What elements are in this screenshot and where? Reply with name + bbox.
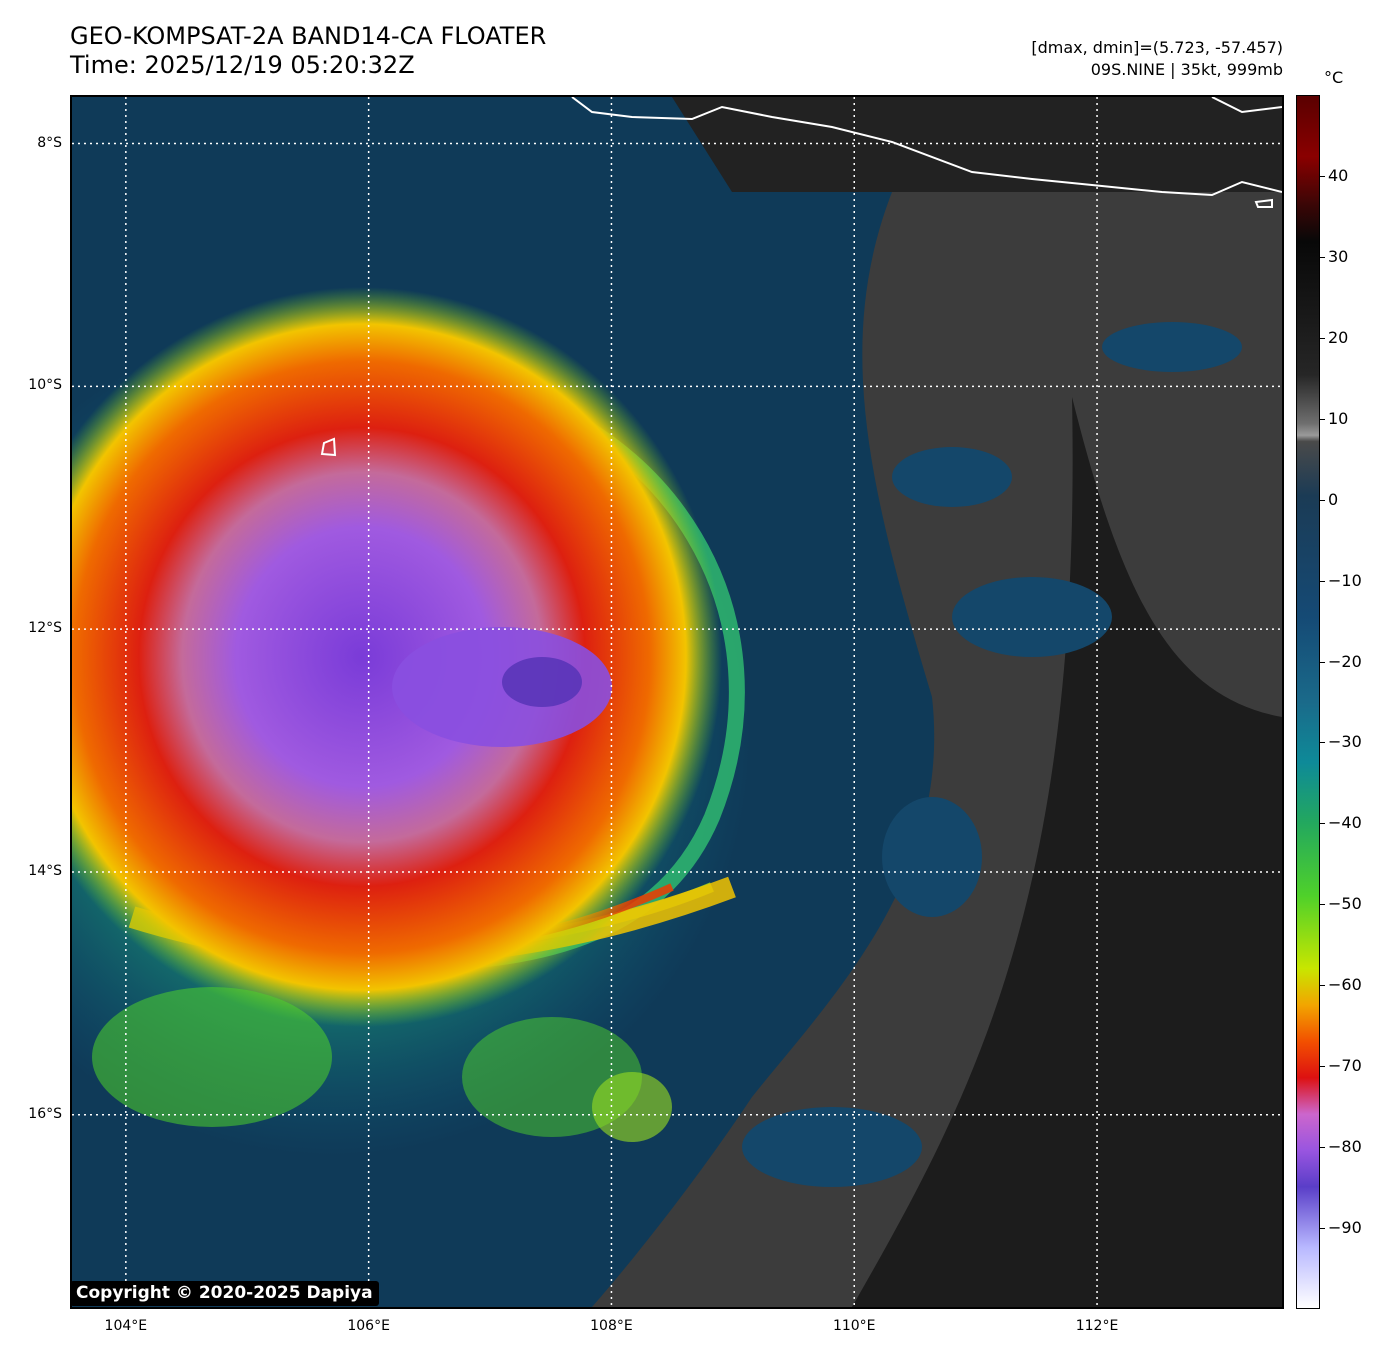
dmax-dmin-text: [dmax, dmin]=(5.723, -57.457) [1031,38,1283,57]
storm-info: [dmax, dmin]=(5.723, -57.457) 09S.NINE |… [1031,37,1283,81]
colorbar-label: 10 [1328,408,1349,428]
title-line-2: Time: 2025/12/19 05:20:32Z [70,51,415,79]
colorbar-label: 30 [1328,246,1349,266]
colorbar-unit: °C [1324,68,1344,87]
lon-label-112e: 112°E [1075,1318,1119,1334]
colorbar-tick [1320,337,1325,339]
colorbar-tick [1320,1228,1325,1230]
lon-label-104e: 104°E [104,1318,148,1334]
lon-label-106e: 106°E [347,1318,390,1334]
colorbar-label: −40 [1328,813,1362,833]
colorbar-tick [1320,742,1325,744]
colorbar-tick [1320,418,1325,420]
lon-label-108e: 108°E [590,1318,633,1334]
satellite-map[interactable] [70,95,1284,1309]
lon-label-110e: 110°E [832,1318,876,1334]
lat-label-16s: 16°S [28,1105,62,1122]
colorbar-label: −70 [1328,1056,1362,1076]
colorbar-label: −60 [1328,975,1362,995]
lat-label-14s: 14°S [28,862,62,879]
lat-label-10s: 10°S [28,377,62,394]
colorbar-tick [1320,175,1325,177]
colorbar-label: 40 [1328,165,1349,185]
lat-label-12s: 12°S [28,620,62,637]
colorbar-tick [1320,823,1325,825]
colorbar-tick [1320,256,1325,258]
colorbar-tick [1320,985,1325,987]
copyright-label: Copyright © 2020-2025 Dapiya [70,1281,379,1306]
colorbar-label: −10 [1328,570,1362,590]
colorbar-label: −80 [1328,1137,1362,1157]
colorbar-tick [1320,1147,1325,1149]
colorbar-tick [1320,580,1325,582]
colorbar-label: 20 [1328,327,1349,347]
lat-label-8s: 8°S [37,134,62,151]
colorbar-label: −30 [1328,732,1362,752]
satellite-image [72,97,1282,1307]
colorbar-label: −50 [1328,894,1362,914]
colorbar-label: −90 [1328,1218,1362,1238]
colorbar-tick [1320,904,1325,906]
chart-title: GEO-KOMPSAT-2A BAND14-CA FLOATER Time: 2… [70,22,546,80]
colorbar-tick [1320,499,1325,501]
colorbar [1296,95,1320,1309]
colorbar-tick [1320,661,1325,663]
grid-lines [72,97,1282,1307]
colorbar-label: −20 [1328,651,1362,671]
colorbar-tick [1320,1066,1325,1068]
storm-name-text: 09S.NINE | 35kt, 999mb [1090,60,1283,79]
colorbar-label: 0 [1328,489,1339,509]
title-line-1: GEO-KOMPSAT-2A BAND14-CA FLOATER [70,22,547,50]
